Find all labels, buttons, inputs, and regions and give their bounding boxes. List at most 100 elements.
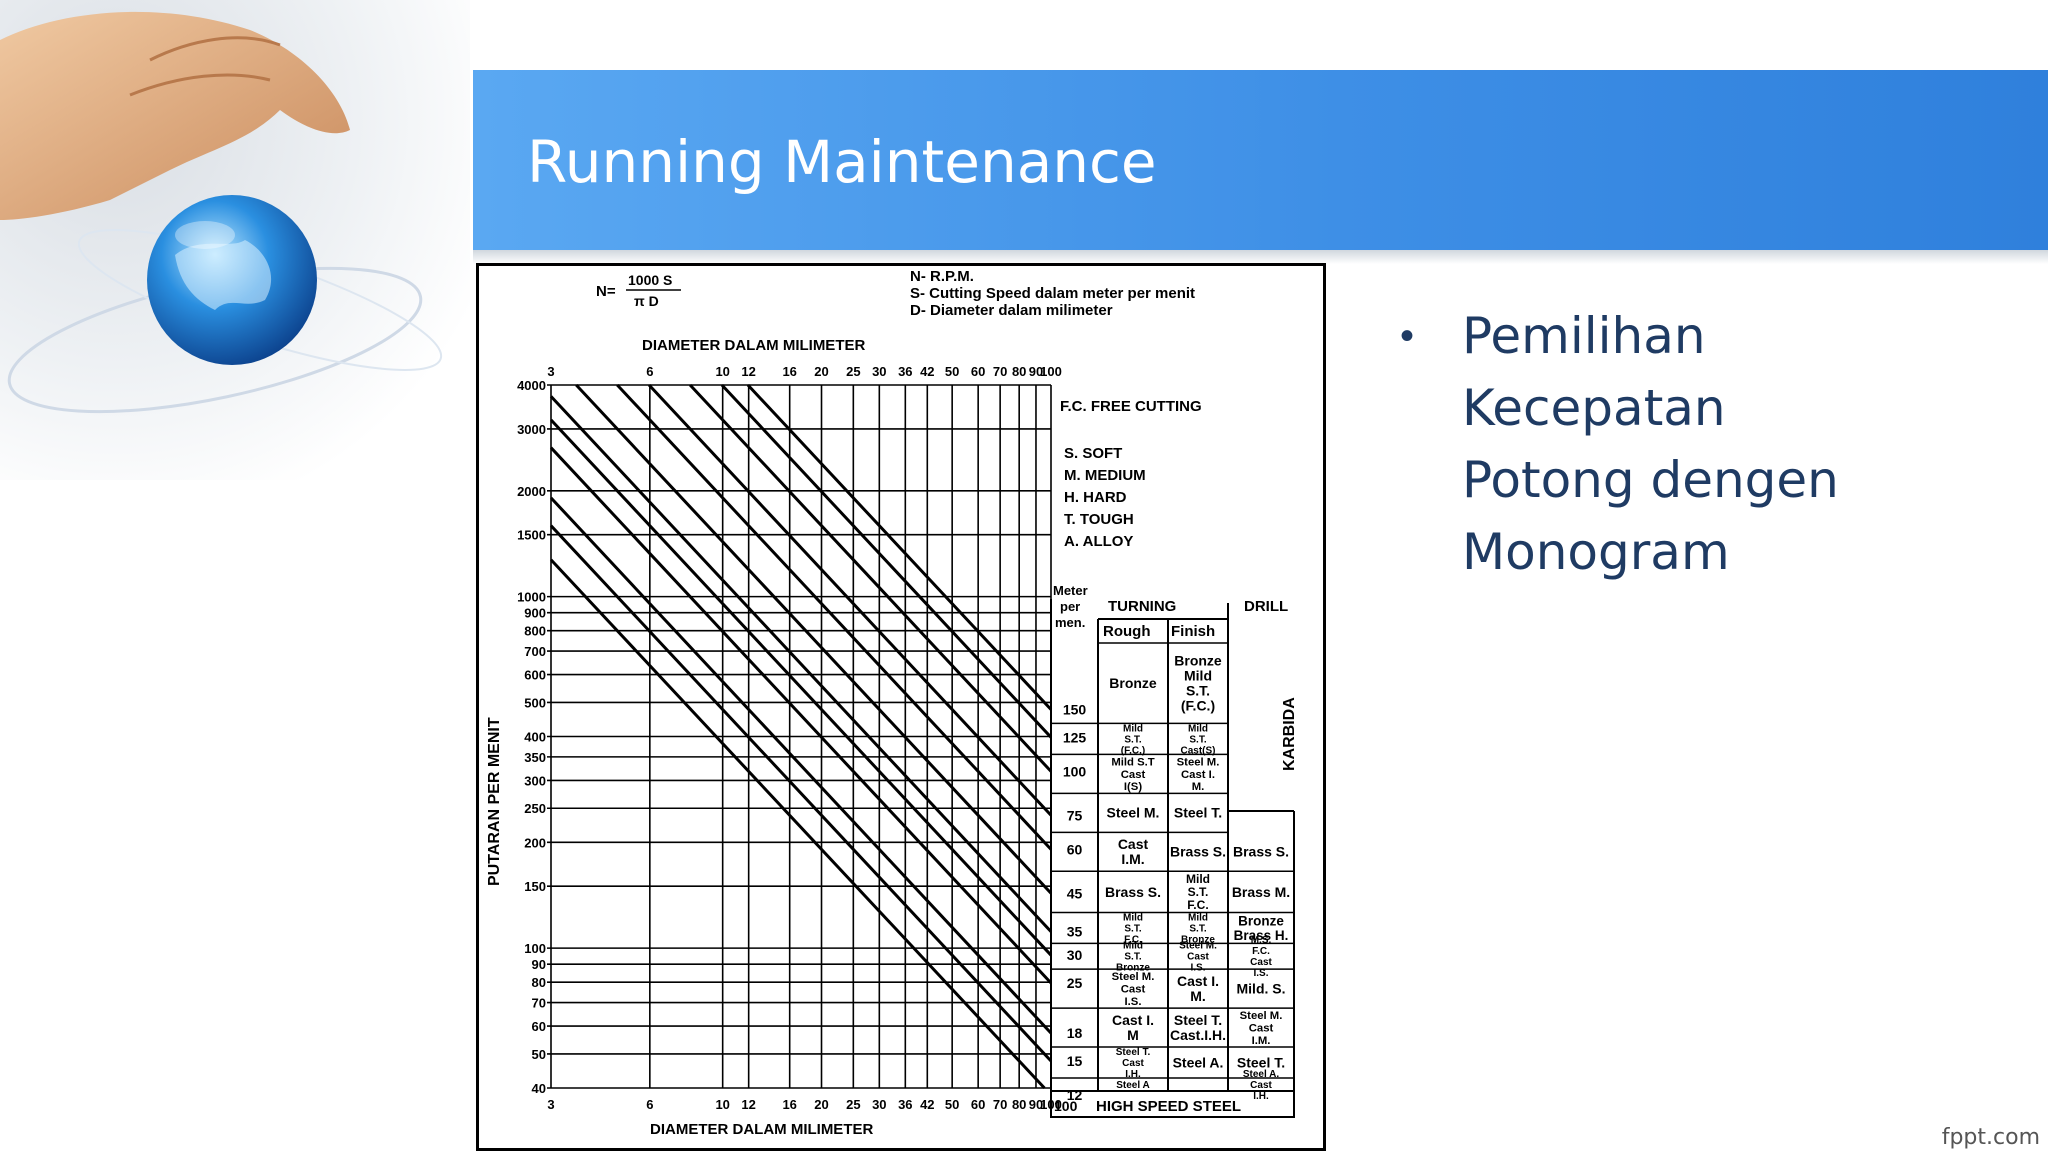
- speed-value: 15: [1067, 1053, 1083, 1069]
- speed-value: 35: [1067, 924, 1083, 940]
- rpm-tick-label: 100: [524, 941, 546, 956]
- finish-material: S.T.: [1189, 923, 1206, 934]
- diameter-tick-top: 16: [782, 364, 796, 379]
- rpm-tick-label: 50: [532, 1047, 546, 1062]
- finish-material: Steel M.: [1179, 941, 1217, 952]
- globe-icon: [147, 195, 317, 365]
- finish-material: Steel T.: [1174, 1012, 1222, 1028]
- slide-title: Running Maintenance: [527, 128, 1157, 196]
- rough-material: Steel M.: [1112, 971, 1155, 983]
- finish-material: Brass S.: [1170, 844, 1226, 860]
- diameter-tick-bottom: 70: [993, 1097, 1007, 1112]
- diameter-tick-bottom: 30: [872, 1097, 886, 1112]
- drill-material: Mild. S.: [1237, 980, 1286, 996]
- speed-value: 18: [1067, 1025, 1083, 1041]
- rough-material: Bronze: [1109, 675, 1157, 691]
- rough-material: F.C.: [1124, 934, 1142, 945]
- diameter-tick-bottom: 80: [1012, 1097, 1026, 1112]
- finish-material: Cast.I.H.: [1170, 1027, 1226, 1043]
- rough-material: Cast: [1121, 984, 1146, 996]
- bullet-item: • Pemilihan Kecepatan Potong dengen Mono…: [1400, 300, 2000, 588]
- karbida-label: KARBIDA: [1281, 697, 1298, 771]
- hss-start-value: 100: [1054, 1098, 1078, 1114]
- rpm-tick-label: 4000: [517, 378, 546, 393]
- rough-label: Rough: [1103, 623, 1150, 640]
- speed-value: 75: [1067, 807, 1083, 823]
- finish-material: Steel A.: [1173, 1054, 1224, 1070]
- rough-material: Steel M.: [1107, 805, 1160, 821]
- speed-value: 100: [1063, 763, 1087, 779]
- speed-diagonal-line: [720, 383, 1053, 739]
- rpm-tick-label: 500: [524, 695, 546, 710]
- bullet-list: • Pemilihan Kecepatan Potong dengen Mono…: [1400, 300, 2000, 588]
- finish-material: Cast I.: [1181, 769, 1215, 781]
- cutting-speed-nomogram: N= 1000 S π D N- R.P.M. S- Cutting Speed…: [476, 263, 1326, 1151]
- rough-material: I.H.: [1125, 1069, 1141, 1080]
- nomogram-grid: [547, 383, 1053, 1090]
- drill-label: DRILL: [1244, 598, 1288, 615]
- diameter-tick-top: 3: [547, 364, 554, 379]
- finish-material: Steel T.: [1174, 805, 1222, 821]
- material-medium: M. MEDIUM: [1064, 467, 1146, 484]
- finish-material: I.S.: [1190, 963, 1205, 974]
- rough-material: Bronze: [1116, 963, 1150, 974]
- material-fc: F.C. FREE CUTTING: [1060, 398, 1202, 415]
- speed-diagonal-line: [689, 383, 1053, 773]
- rough-material: Mild: [1123, 941, 1143, 952]
- rough-material: Mild: [1123, 912, 1143, 923]
- speed-diagonal-line: [549, 418, 1053, 957]
- legend-d: D- Diameter dalam milimeter: [910, 302, 1113, 319]
- finish-material: Mild: [1184, 668, 1212, 684]
- rough-material: I.M.: [1121, 851, 1144, 867]
- rough-material: Mild S.T: [1111, 756, 1154, 768]
- rough-material: S.T.: [1124, 923, 1141, 934]
- speed-diagonal-line: [746, 383, 1053, 711]
- finish-material: Bronze: [1174, 653, 1222, 669]
- drill-material: Cast: [1250, 1080, 1272, 1091]
- formula-denominator: π D: [634, 293, 659, 309]
- finish-material: M.: [1192, 781, 1205, 793]
- finish-material: Cast I.: [1177, 973, 1219, 989]
- rpm-tick-label: 70: [532, 996, 546, 1011]
- rough-material: Cast: [1118, 836, 1149, 852]
- diameter-tick-bottom: 50: [945, 1097, 959, 1112]
- material-alloy: A. ALLOY: [1064, 533, 1133, 550]
- diameter-tick-bottom: 42: [920, 1097, 934, 1112]
- diameter-tick-top: 42: [920, 364, 934, 379]
- drill-material: F.C.: [1252, 946, 1270, 957]
- speed-value: 30: [1067, 947, 1083, 963]
- speed-header-3: men.: [1055, 615, 1085, 630]
- speed-diagonal-line: [549, 496, 1053, 1035]
- rpm-tick-label: 800: [524, 624, 546, 639]
- hss-label: HIGH SPEED STEEL: [1096, 1098, 1241, 1115]
- drill-material: Brass H.: [1234, 928, 1289, 943]
- drill-material: Steel M.: [1240, 1010, 1283, 1022]
- material-hard: H. HARD: [1064, 489, 1127, 506]
- diameter-tick-bottom: 3: [547, 1097, 554, 1112]
- finish-material: Mild: [1188, 723, 1208, 734]
- legend-s: S- Cutting Speed dalam meter per menit: [910, 285, 1195, 302]
- material-soft: S. SOFT: [1064, 445, 1122, 462]
- rough-material: (F.C.): [1121, 745, 1145, 756]
- speed-diagonal-line: [575, 383, 1053, 895]
- diam-title-bottom: DIAMETER DALAM MILIMETER: [650, 1121, 873, 1138]
- speed-diagonal-line: [549, 395, 1053, 933]
- rpm-tick-label: 3000: [517, 422, 546, 437]
- formula-numerator: 1000 S: [628, 272, 672, 288]
- rpm-tick-label: 200: [524, 835, 546, 850]
- diameter-tick-top: 10: [715, 364, 729, 379]
- rpm-tick-label: 90: [532, 957, 546, 972]
- rough-material: Cast I.: [1112, 1012, 1154, 1028]
- rpm-tick-label: 700: [524, 644, 546, 659]
- rpm-tick-label: 2000: [517, 484, 546, 499]
- speed-header-2: per: [1060, 599, 1080, 614]
- speed-diagonal-line: [549, 446, 1053, 985]
- finish-material: S.T.: [1189, 734, 1206, 745]
- drill-material: Brass S.: [1233, 844, 1289, 860]
- turning-label: TURNING: [1108, 598, 1176, 615]
- speed-value: 150: [1063, 701, 1087, 717]
- speed-value: 45: [1067, 885, 1083, 901]
